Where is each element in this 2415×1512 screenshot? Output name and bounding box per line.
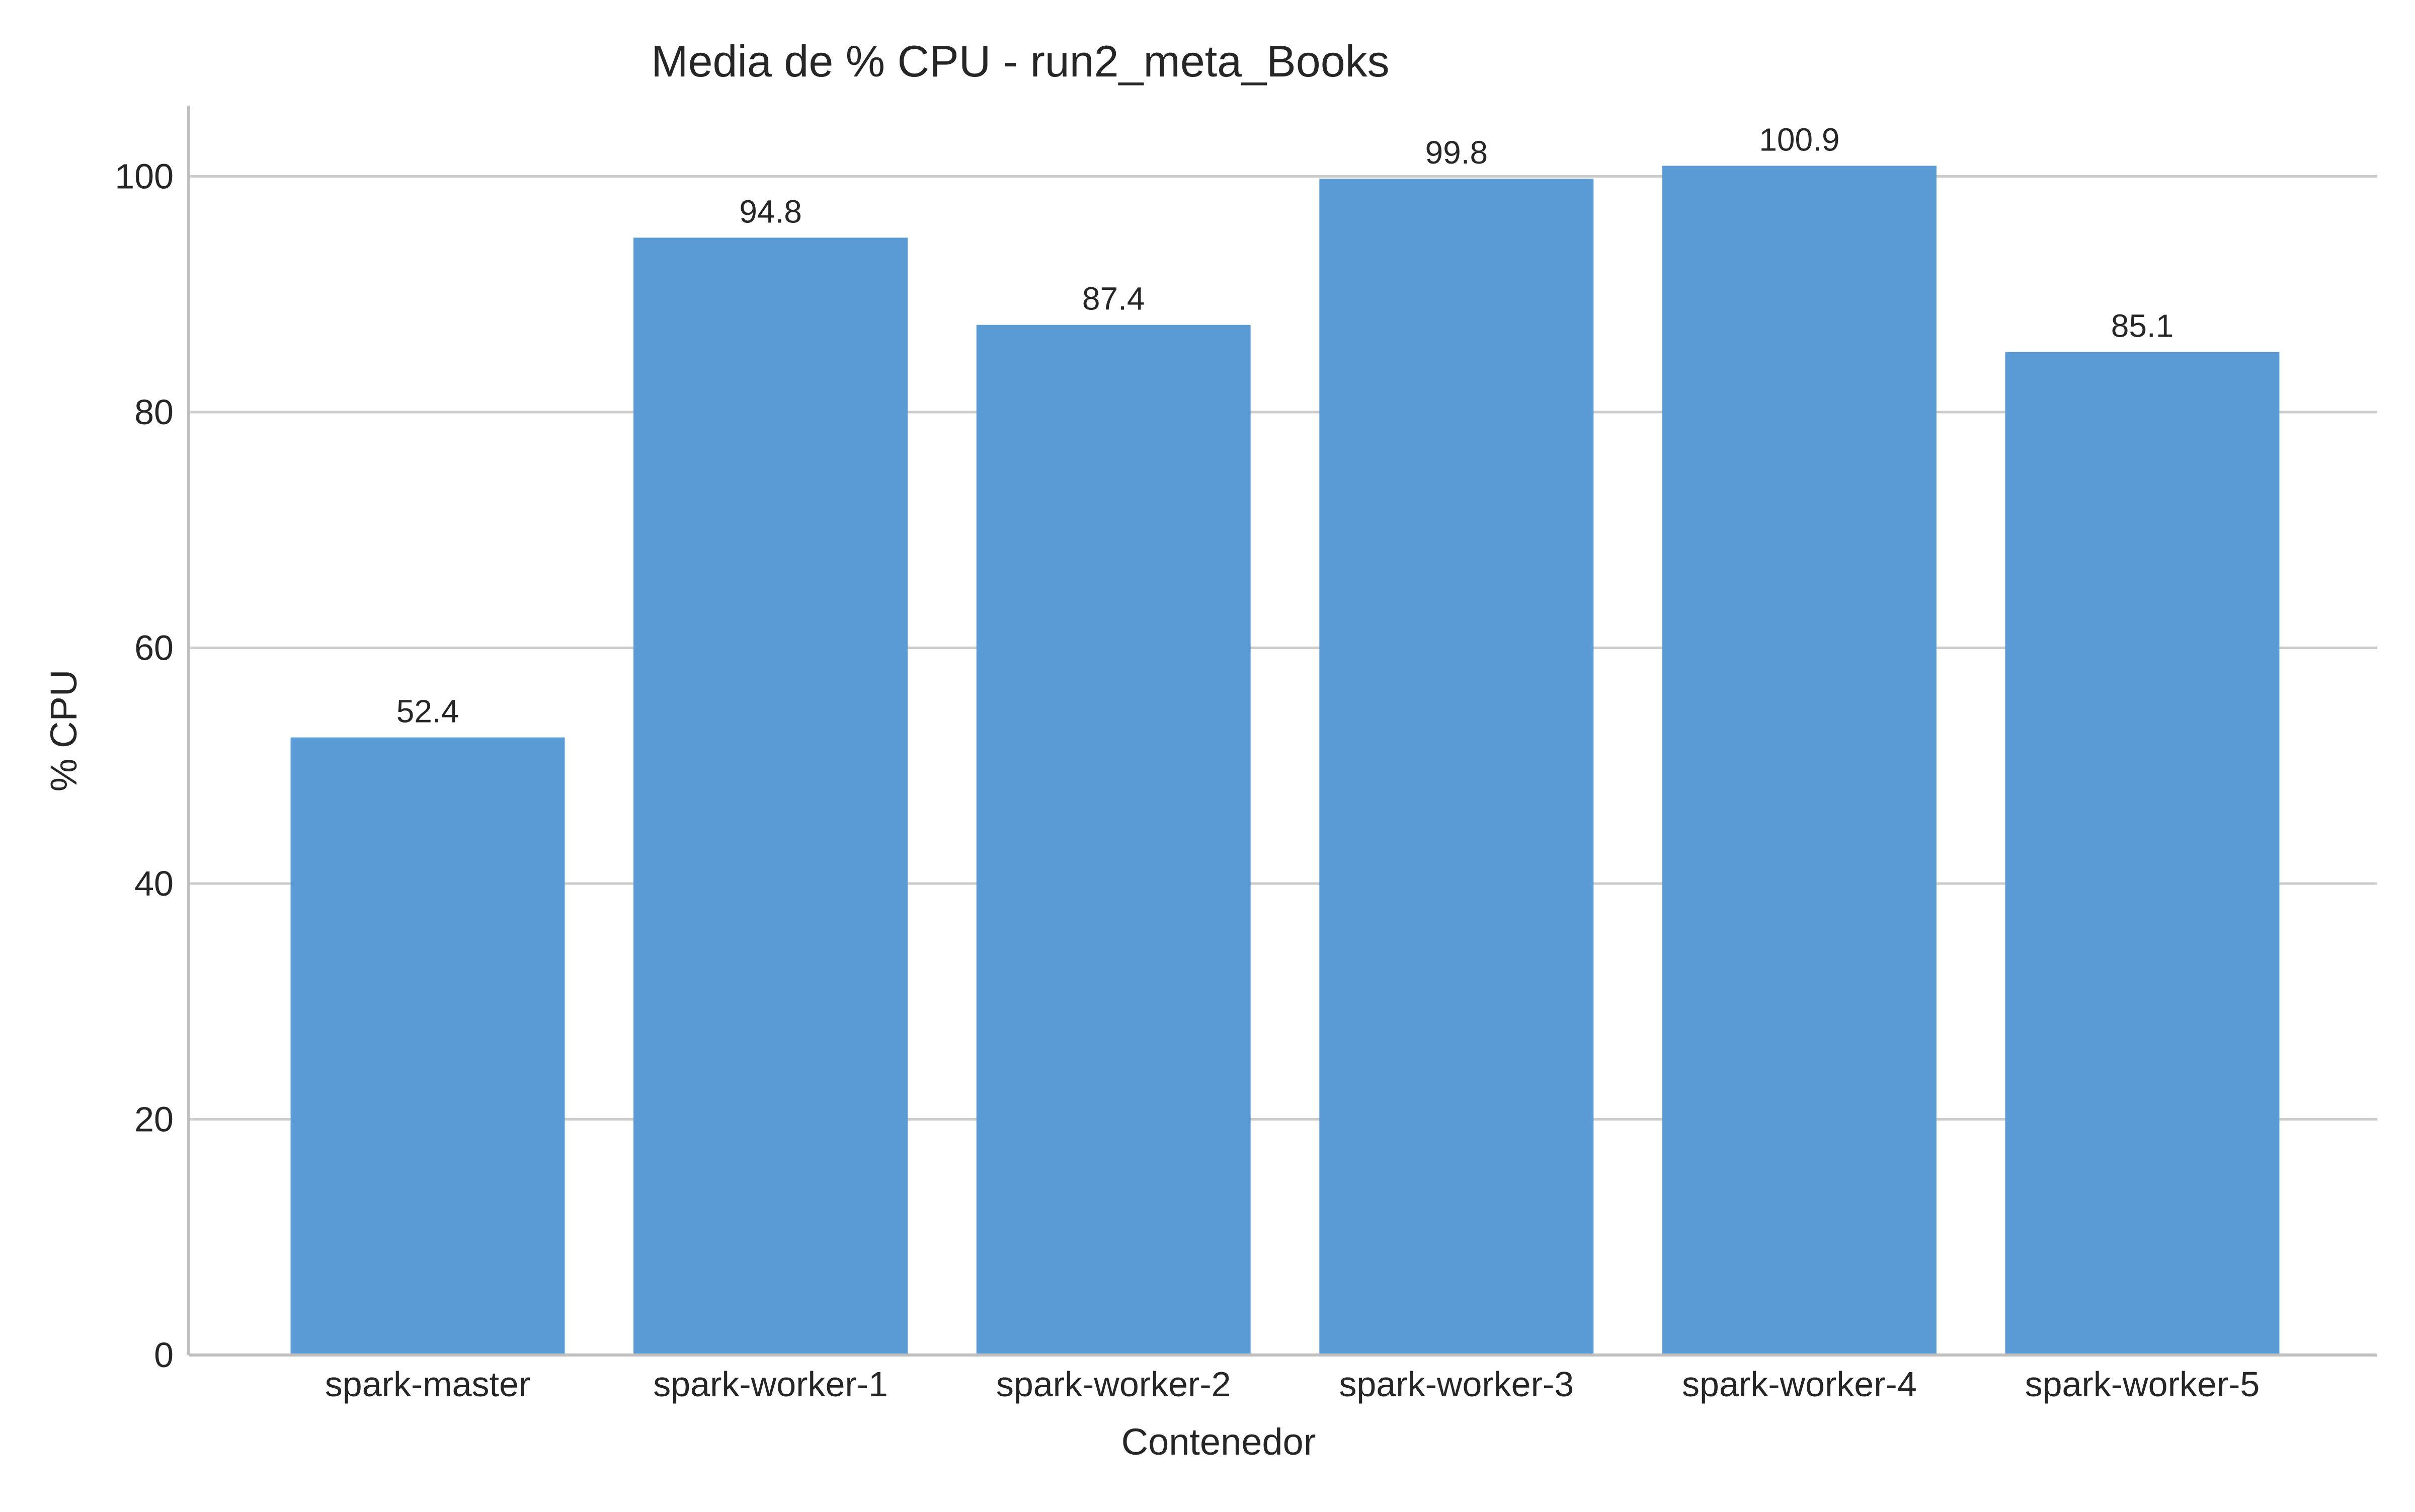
- y-tick-label: 40: [134, 864, 174, 903]
- bar-spark-worker-5: [2005, 352, 2280, 1355]
- data-label: 52.4: [396, 693, 459, 730]
- y-tick-label: 0: [154, 1335, 174, 1375]
- x-tick-label: spark-worker-1: [653, 1365, 888, 1404]
- data-label: 100.9: [1759, 121, 1839, 157]
- x-tick-label: spark-worker-2: [996, 1365, 1231, 1404]
- data-label: 87.4: [1082, 281, 1145, 317]
- y-tick-label: 100: [115, 157, 174, 196]
- bar-spark-worker-2: [976, 325, 1251, 1355]
- bar-spark-worker-1: [633, 237, 908, 1355]
- chart-title: Media de % CPU - run2_meta_Books: [651, 36, 1389, 86]
- axes: [187, 106, 2377, 1357]
- data-label: 99.8: [1425, 134, 1488, 171]
- y-tick-label: 60: [134, 628, 174, 668]
- x-tick-label: spark-worker-4: [1682, 1365, 1917, 1404]
- x-tick-labels: spark-master spark-worker-1 spark-worker-2…: [325, 1365, 2260, 1404]
- y-tick-label: 80: [134, 392, 174, 432]
- bar-spark-worker-4: [1662, 166, 1937, 1355]
- x-tick-label: spark-master: [325, 1365, 530, 1404]
- x-axis-label: Contenedor: [1121, 1421, 1316, 1463]
- x-tick-label: spark-worker-5: [2025, 1365, 2260, 1404]
- data-label: 85.1: [2111, 308, 2174, 344]
- data-label: 94.8: [739, 193, 802, 229]
- y-tick-labels: 0 20 40 60 80 100: [115, 157, 174, 1375]
- y-tick-label: 20: [134, 1100, 174, 1139]
- bars: [290, 166, 2280, 1355]
- data-labels: 52.4 94.8 87.4 99.8 100.9 85.1: [396, 121, 2174, 729]
- x-tick-label: spark-worker-3: [1339, 1365, 1574, 1404]
- bar-spark-master: [290, 737, 565, 1355]
- y-axis-label: % CPU: [43, 670, 85, 792]
- bar-spark-worker-3: [1319, 179, 1594, 1355]
